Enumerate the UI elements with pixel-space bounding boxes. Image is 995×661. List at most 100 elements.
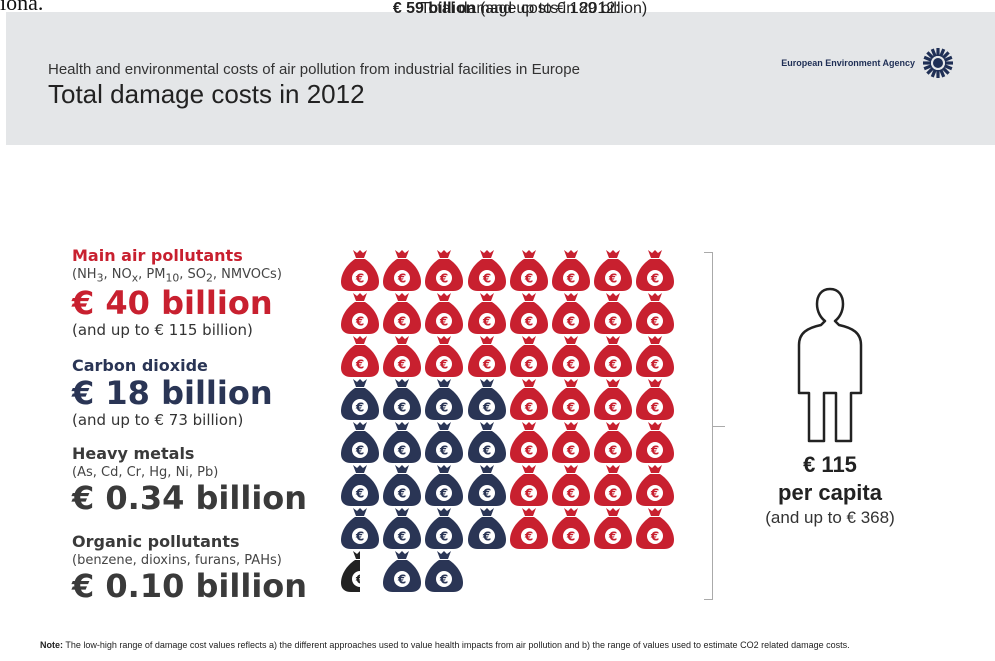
money-bag-icon: € (382, 463, 422, 507)
money-bag-icon: € (635, 377, 675, 421)
money-bag-icon: € (509, 463, 549, 507)
svg-text:€: € (524, 401, 533, 415)
svg-text:€: € (439, 401, 448, 415)
svg-text:€: € (524, 272, 533, 286)
summary-amount: € 59 billion (392, 0, 476, 17)
money-bag-icon: € (509, 506, 549, 550)
svg-text:€: € (439, 315, 448, 329)
legend-label: Heavy metals (72, 444, 195, 463)
svg-text:€: € (355, 530, 364, 544)
svg-text:€: € (608, 444, 617, 458)
money-bag-icon: € (467, 377, 507, 421)
svg-text:€: € (397, 358, 406, 372)
legend-organic-pollutants: Organic pollutants (benzene, dioxins, fu… (72, 532, 307, 604)
svg-text:€: € (650, 358, 659, 372)
svg-text:€: € (397, 573, 406, 587)
svg-text:€: € (566, 272, 575, 286)
money-bag-icon: € (382, 377, 422, 421)
svg-text:€: € (439, 530, 448, 544)
money-bag-icon: € (382, 291, 422, 335)
money-bag-icon: € (340, 377, 380, 421)
money-bag-icon: € (551, 248, 591, 292)
svg-text:€: € (524, 530, 533, 544)
money-bag-icon: € (467, 248, 507, 292)
svg-text:€: € (608, 401, 617, 415)
money-bag-icon: € (593, 377, 633, 421)
svg-text:€: € (397, 401, 406, 415)
svg-text:€: € (439, 444, 448, 458)
money-bag-icon: € (635, 291, 675, 335)
svg-text:€: € (566, 530, 575, 544)
money-bag-icon: € (340, 420, 380, 464)
legend-main-air-pollutants: Main air pollutants (NH3, NOx, PM10, SO2… (72, 246, 282, 339)
svg-text:€: € (481, 530, 490, 544)
svg-text:€: € (481, 358, 490, 372)
svg-text:€: € (439, 487, 448, 501)
money-bag-icon: € (551, 377, 591, 421)
money-bag-icon: € (424, 506, 464, 550)
money-bag-icon: € (635, 248, 675, 292)
legend-carbon-dioxide: Carbon dioxide € 18 billion (and up to €… (72, 356, 273, 429)
note-label: Note: (40, 640, 63, 650)
svg-text:€: € (566, 315, 575, 329)
svg-text:€: € (650, 315, 659, 329)
note-text: The low-high range of damage cost values… (65, 640, 850, 650)
legend-label: Carbon dioxide (72, 356, 208, 375)
money-bag-icon: € (551, 463, 591, 507)
money-bag-icon: € (593, 420, 633, 464)
per-capita-range: (and up to € 368) (765, 508, 895, 527)
money-bag-icon: € (593, 334, 633, 378)
svg-text:€: € (524, 358, 533, 372)
top-text-fragment: iona. (0, 0, 44, 15)
money-bag-icon: € (509, 248, 549, 292)
per-capita-label: per capita (778, 480, 882, 505)
money-bag-icon: € (340, 549, 380, 593)
legend-heavy-metals: Heavy metals (As, Cd, Cr, Hg, Ni, Pb) € … (72, 444, 307, 516)
svg-text:€: € (439, 573, 448, 587)
money-bag-icon: € (593, 463, 633, 507)
money-bag-icon: € (340, 334, 380, 378)
header-banner: Health and environmental costs of air po… (6, 12, 995, 145)
per-capita-amount: € 115 (803, 452, 857, 477)
money-bag-icon: € (635, 334, 675, 378)
agency-sun-icon (923, 48, 953, 78)
legend-range: (and up to € 115 billion) (72, 320, 253, 339)
legend-label: Organic pollutants (72, 532, 240, 551)
money-bag-icon: € (467, 420, 507, 464)
svg-text:€: € (397, 444, 406, 458)
money-bag-icon: € (467, 506, 507, 550)
svg-text:€: € (608, 530, 617, 544)
svg-text:€: € (608, 272, 617, 286)
money-bag-icon: € (551, 420, 591, 464)
money-bag-icon: € (382, 420, 422, 464)
svg-text:€: € (355, 401, 364, 415)
svg-text:€: € (397, 487, 406, 501)
money-bag-icon: € (424, 334, 464, 378)
bracket-tick (713, 426, 725, 427)
money-bag-icon: € (382, 334, 422, 378)
svg-text:€: € (355, 272, 364, 286)
svg-text:€: € (566, 401, 575, 415)
money-bag-icon: € (382, 248, 422, 292)
legend-detail: (NH3, NOx, PM10, SO2, NMVOCs) (72, 267, 282, 285)
svg-text:€: € (439, 272, 448, 286)
svg-text:€: € (355, 315, 364, 329)
svg-text:€: € (355, 358, 364, 372)
money-bag-icon: € (467, 291, 507, 335)
svg-text:€: € (650, 272, 659, 286)
money-bag-icon: € (551, 334, 591, 378)
svg-text:€: € (481, 272, 490, 286)
svg-text:€: € (439, 358, 448, 372)
money-bag-icon: € (382, 506, 422, 550)
svg-text:€: € (397, 315, 406, 329)
svg-text:€: € (355, 573, 364, 587)
person-icon (797, 287, 863, 443)
money-bag-icon: € (340, 248, 380, 292)
svg-text:€: € (650, 444, 659, 458)
money-bag-icon: € (551, 506, 591, 550)
money-bag-icon: € (382, 549, 422, 593)
summary-amount-line: € 59 billion (and up to € 189 billion) (300, 0, 740, 18)
money-bag-icon: € (593, 248, 633, 292)
svg-text:€: € (524, 487, 533, 501)
money-bag-icon: € (424, 549, 464, 593)
